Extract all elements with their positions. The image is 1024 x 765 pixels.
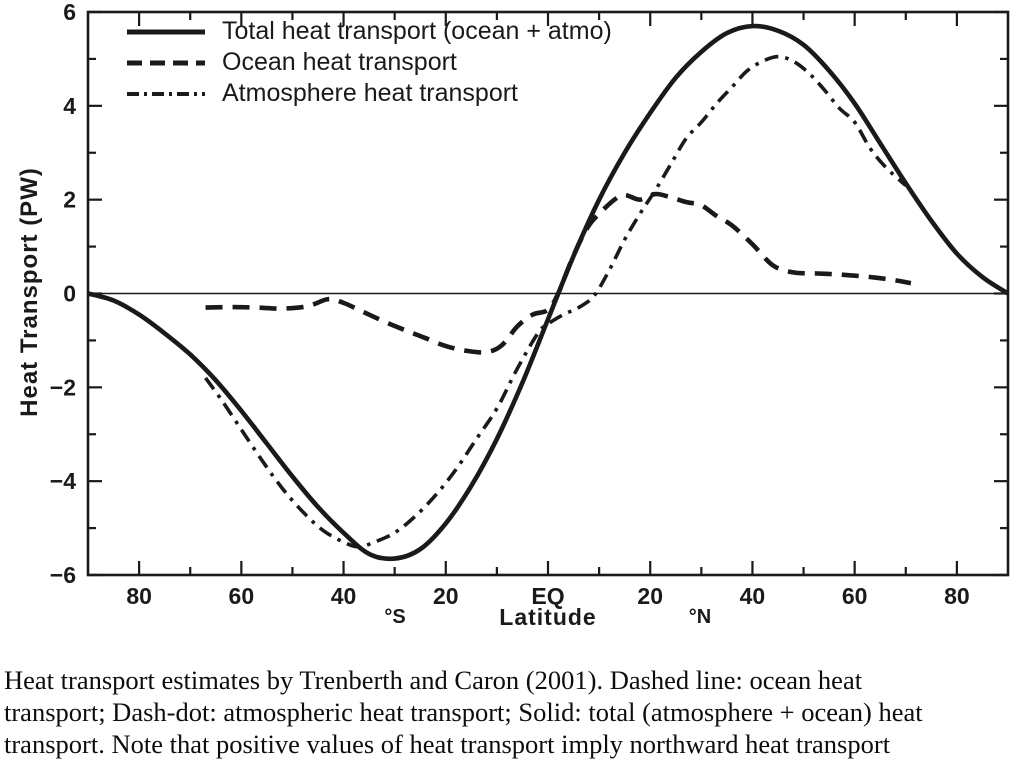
caption-line: transport; Dash-dot: atmospheric heat tr… (4, 697, 923, 727)
legend: Total heat transport (ocean + atmo) Ocean… (126, 16, 612, 109)
north-hemisphere-label: °N (688, 606, 712, 628)
legend-item-total-heat-transport-ocean-atmo: Total heat transport (ocean + atmo) (126, 16, 612, 47)
y-axis-label: Heat Transport (PW) (16, 167, 43, 417)
x-tick-label: 20 (637, 583, 663, 609)
caption-line: Heat transport estimates by Trenberth an… (4, 665, 863, 695)
y-tick-label: −2 (50, 374, 76, 400)
x-tick-label: 60 (842, 583, 868, 609)
chart-area: 80 60 40 20 EQ 20 40 60 80 −6 −4 −2 0 2 4 6 Heat Transp… (16, 0, 1010, 630)
y-tick-label: 0 (63, 281, 76, 307)
legend-item-atmosphere-heat-transport: Atmosphere heat transport (126, 78, 612, 109)
heat-transport-plot: 80 60 40 20 EQ 20 40 60 80 −6 −4 −2 0 2 4 6 (50, 0, 1010, 609)
caption: Heat transport estimates by Trenberth an… (4, 664, 1020, 760)
legend-label: Total heat transport (ocean + atmo) (222, 17, 612, 45)
x-tick-label: 80 (126, 583, 152, 609)
y-tick-label: −4 (50, 468, 76, 494)
dashed-line-sample-icon (127, 60, 205, 65)
legend-label: Atmosphere heat transport (222, 79, 518, 107)
south-hemisphere-label: °S (384, 606, 406, 628)
x-tick-label: 20 (433, 583, 459, 609)
legend-label: Ocean heat transport (222, 48, 457, 76)
series-atmosphere-heat-transport (204, 54, 907, 549)
y-tick-label: 2 (63, 187, 76, 213)
x-tick-label: 80 (944, 583, 970, 609)
legend-item-ocean-heat-transport: Ocean heat transport (126, 47, 612, 78)
series-ocean-heat-transport (205, 191, 912, 355)
y-tick-label: 6 (63, 0, 76, 25)
dashdot-line-sample-icon (127, 91, 205, 96)
solid-line-sample-icon (127, 29, 205, 34)
x-tick-label: 40 (740, 583, 766, 609)
x-tick-label: EQ (531, 583, 564, 609)
x-axis-label: Latitude (499, 604, 597, 630)
y-tick-label: −6 (50, 562, 76, 588)
series-total-heat-transport-ocean-atmo (87, 23, 1010, 562)
caption-line: transport. Note that positive values of … (4, 729, 891, 759)
y-tick-label: 4 (63, 93, 76, 119)
x-tick-label: 60 (229, 583, 255, 609)
x-tick-label: 40 (331, 583, 357, 609)
